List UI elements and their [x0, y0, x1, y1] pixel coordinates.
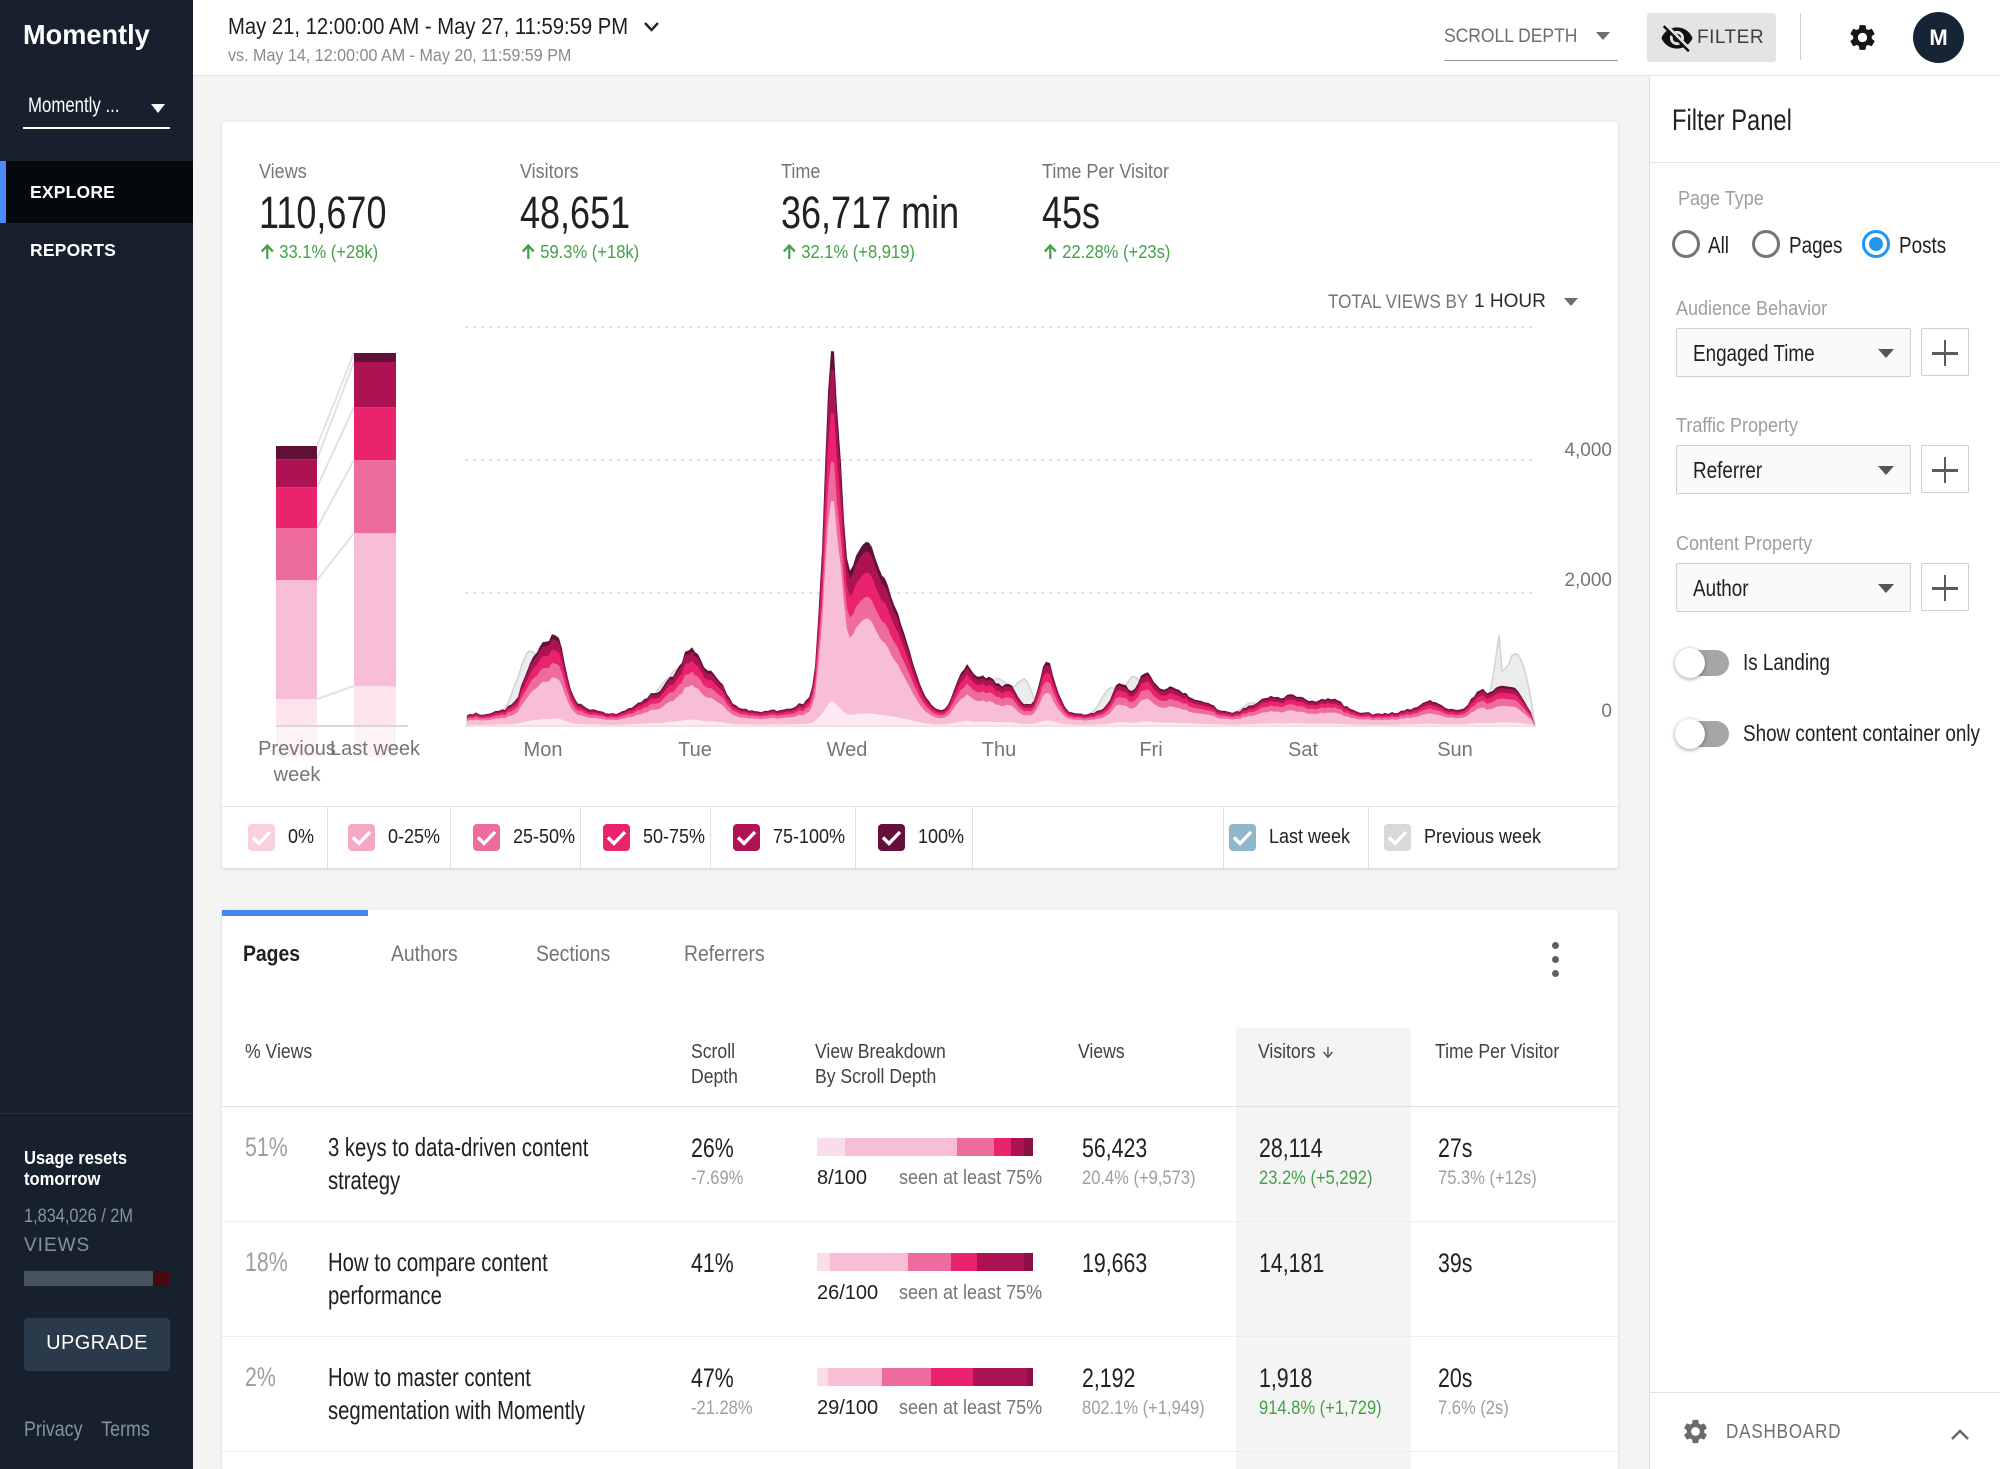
svg-text:Fri: Fri	[1139, 739, 1162, 761]
svg-text:Mon: Mon	[524, 739, 563, 761]
svg-text:0: 0	[1601, 701, 1612, 722]
svg-text:Wed: Wed	[827, 739, 868, 761]
svg-text:Sat: Sat	[1288, 739, 1318, 761]
svg-text:4,000: 4,000	[1564, 440, 1612, 461]
svg-text:2,000: 2,000	[1564, 570, 1612, 591]
svg-text:Previous: Previous	[258, 738, 336, 760]
svg-text:Sun: Sun	[1437, 739, 1473, 761]
svg-text:week: week	[273, 764, 322, 786]
svg-text:Tue: Tue	[678, 739, 712, 761]
svg-text:Last week: Last week	[330, 738, 421, 760]
svg-text:Thu: Thu	[982, 739, 1016, 761]
